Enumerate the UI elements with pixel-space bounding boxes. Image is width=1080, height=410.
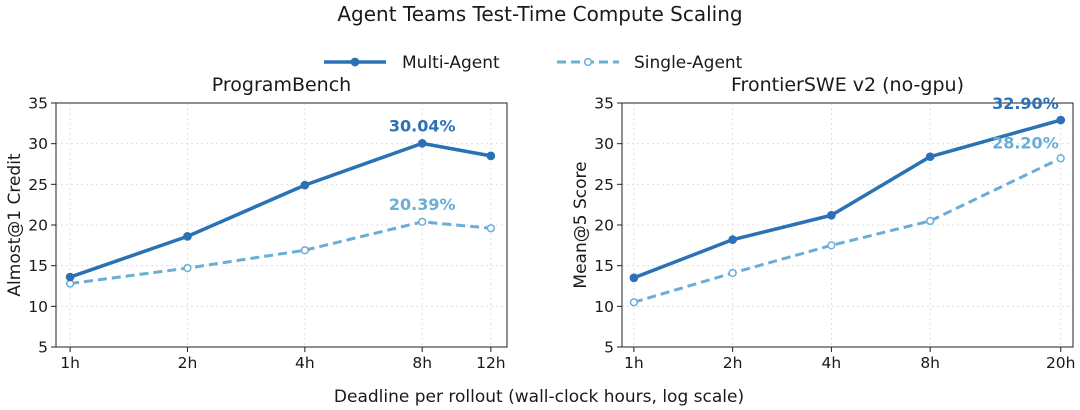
data-point-single-agent: [827, 241, 836, 250]
legend-marker-single-agent: [583, 57, 593, 67]
data-label-single-agent: 28.20%: [992, 133, 1059, 152]
legend-label-multi-agent: Multi-Agent: [402, 53, 500, 73]
legend-label-single-agent: Single-Agent: [634, 53, 743, 73]
data-point-multi-agent: [728, 235, 737, 244]
x-tick-label: 2h: [723, 354, 743, 372]
data-point-multi-agent: [486, 151, 496, 161]
x-tick-label: 8h: [412, 354, 432, 372]
data-point-single-agent: [926, 216, 935, 226]
x-tick-label: 12h: [476, 354, 506, 372]
data-point-single-agent: [728, 268, 737, 278]
data-point-multi-agent: [183, 232, 192, 241]
data-point-multi-agent: [827, 210, 836, 220]
legend: Multi-Agent Single-Agent: [324, 53, 743, 73]
x-tick-label: 1h: [60, 354, 80, 372]
y-tick-label: 10: [594, 298, 614, 316]
data-label-multi-agent: 30.04%: [389, 116, 456, 135]
panel-title: FrontierSWE v2 (no-gpu): [731, 74, 964, 96]
y-tick-label: 25: [28, 176, 48, 194]
data-point-multi-agent: [300, 180, 310, 190]
data-point-single-agent: [418, 217, 427, 226]
legend-marker-multi-agent: [350, 57, 360, 67]
data-label-multi-agent: 32.90%: [992, 94, 1059, 113]
figure-title: Agent Teams Test-Time Compute Scaling: [337, 2, 742, 26]
data-point-single-agent: [183, 263, 192, 273]
panel-frontierswe: 5 10 15 20 25 30 35 1h 2h 4h 8h 20h FrontierSWE v2 (…: [571, 74, 1075, 372]
y-tick-label: 30: [594, 135, 614, 153]
data-label-single-agent: 20.39%: [389, 195, 456, 214]
y-tick-label: 15: [594, 257, 614, 275]
y-tick-label: 15: [28, 257, 48, 275]
data-point-multi-agent: [925, 152, 935, 162]
y-axis-title: Almost@1 Credit: [5, 153, 25, 297]
x-tick-label: 2h: [178, 354, 198, 372]
data-point-multi-agent: [1056, 115, 1066, 125]
panel-title: ProgramBench: [212, 74, 351, 96]
x-tick-label: 1h: [624, 354, 644, 372]
data-point-single-agent: [300, 246, 309, 255]
y-tick-label: 5: [38, 339, 48, 357]
series-line-single-agent: [633, 156, 1062, 304]
y-tick-label: 25: [594, 176, 614, 194]
x-tick-label: 20h: [1046, 354, 1076, 372]
x-axis-title: Deadline per rollout (wall-clock hours, …: [334, 387, 744, 407]
data-point-multi-agent: [417, 138, 427, 148]
panel-programbench: 5 10 15 20 25 30 35 1h 2h 4h 8h 12h ProgramBench Almo…: [5, 74, 508, 372]
data-point-single-agent: [486, 224, 496, 233]
y-tick-label: 20: [28, 217, 48, 235]
y-tick-label: 35: [594, 95, 614, 113]
y-tick-label: 5: [604, 339, 614, 357]
data-point-multi-agent: [629, 273, 639, 283]
y-tick-label: 20: [594, 217, 614, 235]
data-point-multi-agent: [65, 272, 75, 282]
y-tick-label: 10: [28, 298, 48, 316]
y-axis-title: Mean@5 Score: [571, 161, 591, 288]
y-tick-label: 35: [28, 95, 48, 113]
data-point-single-agent: [629, 298, 639, 307]
series-line-single-agent: [69, 220, 492, 286]
x-tick-label: 4h: [822, 354, 842, 372]
x-tick-label: 8h: [920, 354, 940, 372]
legend-item-single-agent: Single-Agent: [557, 53, 743, 73]
legend-item-multi-agent: Multi-Agent: [324, 53, 500, 73]
x-tick-label: 4h: [295, 354, 315, 372]
y-tick-label: 30: [28, 135, 48, 153]
data-point-single-agent: [1056, 154, 1065, 163]
